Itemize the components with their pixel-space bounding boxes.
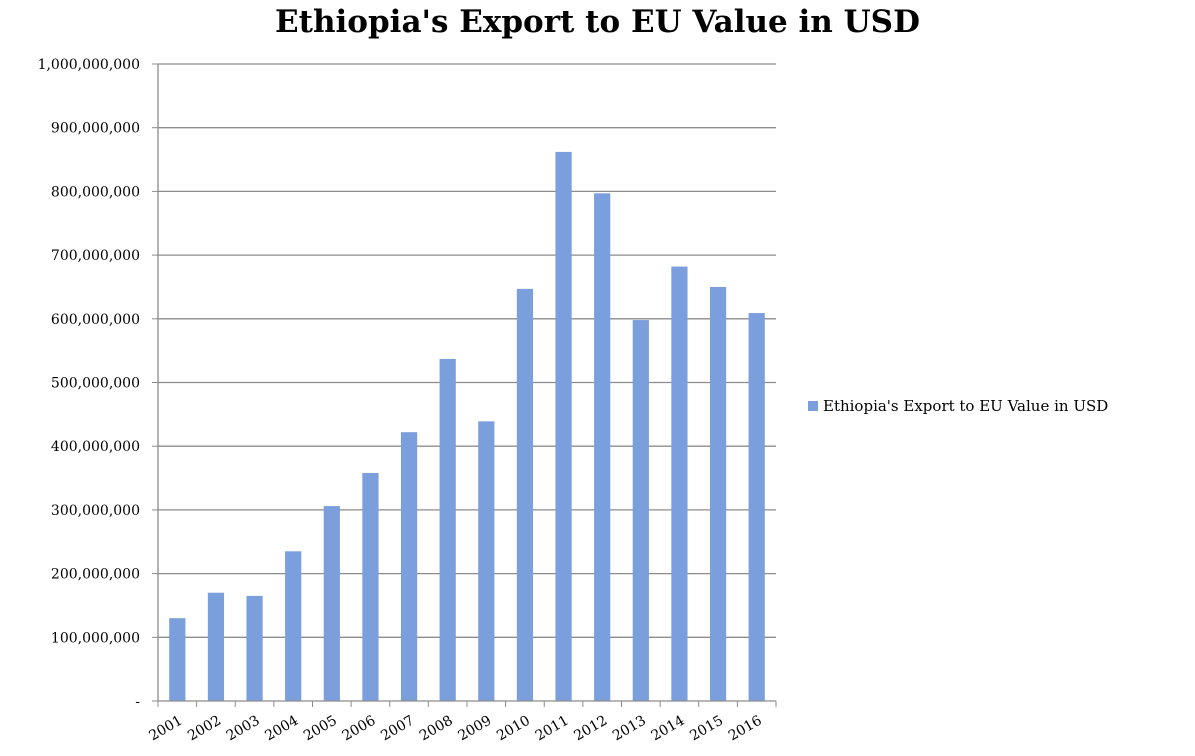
bar-2015 bbox=[709, 286, 727, 701]
bar-2006 bbox=[362, 472, 379, 701]
y-tick-label: 700,000,000 bbox=[51, 248, 140, 264]
x-tick-label: 2015 bbox=[687, 713, 726, 745]
bars bbox=[169, 151, 765, 701]
x-tick-label: 2011 bbox=[533, 713, 572, 745]
y-tick-label: 200,000,000 bbox=[51, 567, 140, 583]
chart-title: Ethiopia's Export to EU Value in USD bbox=[275, 4, 920, 40]
x-tick-label: 2014 bbox=[649, 713, 688, 745]
x-tick-label: 2004 bbox=[262, 713, 301, 745]
x-tick-label: 2016 bbox=[726, 713, 765, 745]
y-tick-label: 600,000,000 bbox=[51, 312, 140, 328]
x-tick-label: 2007 bbox=[378, 713, 417, 745]
bar-2014 bbox=[671, 266, 688, 701]
x-tick-label: 2008 bbox=[417, 713, 456, 745]
y-tick-labels: - 100,000,000 200,000,000 300,000,000 400,00… bbox=[38, 57, 141, 710]
bar-2008 bbox=[439, 358, 456, 701]
x-tick-label: 2006 bbox=[340, 713, 379, 745]
y-tick-label: 900,000,000 bbox=[51, 121, 140, 137]
gridlines bbox=[158, 63, 776, 638]
bar-2016 bbox=[748, 313, 765, 701]
y-tick-label: 500,000,000 bbox=[51, 376, 140, 392]
bar-2005 bbox=[323, 506, 340, 701]
bar-2004 bbox=[285, 551, 302, 701]
y-tick-label: 400,000,000 bbox=[51, 439, 140, 455]
y-tick-label: 100,000,000 bbox=[51, 630, 140, 646]
y-tick-label: - bbox=[135, 694, 140, 710]
legend: Ethiopia's Export to EU Value in USD bbox=[808, 397, 1108, 415]
axes bbox=[152, 63, 777, 707]
bar-2002 bbox=[207, 592, 225, 701]
x-tick-label: 2010 bbox=[494, 713, 533, 745]
legend-swatch bbox=[808, 401, 818, 411]
x-tick-label: 2012 bbox=[571, 713, 610, 745]
x-tick-label: 2009 bbox=[455, 713, 494, 745]
bar-2001 bbox=[169, 618, 186, 701]
bar-2010 bbox=[516, 288, 534, 701]
legend-label: Ethiopia's Export to EU Value in USD bbox=[823, 397, 1109, 415]
bar-2009 bbox=[478, 421, 495, 701]
x-tick-label: 2013 bbox=[610, 713, 649, 745]
y-tick-label: 800,000,000 bbox=[51, 184, 140, 200]
bar-2007 bbox=[400, 432, 418, 701]
y-tick-label: 300,000,000 bbox=[51, 503, 140, 519]
bar-2003 bbox=[246, 595, 263, 701]
x-tick-label: 2005 bbox=[301, 713, 340, 745]
x-tick-labels: 2001 2002 2003 2004 2005 2006 2007 2008 2009 2010… bbox=[146, 713, 764, 745]
bar-2013 bbox=[632, 320, 649, 701]
bar-2012 bbox=[594, 193, 611, 701]
x-tick-label: 2003 bbox=[224, 713, 263, 745]
x-tick-label: 2002 bbox=[185, 713, 224, 745]
y-tick-label: 1,000,000,000 bbox=[38, 57, 140, 73]
x-tick-label: 2001 bbox=[146, 713, 185, 745]
bar-2011 bbox=[555, 151, 572, 701]
